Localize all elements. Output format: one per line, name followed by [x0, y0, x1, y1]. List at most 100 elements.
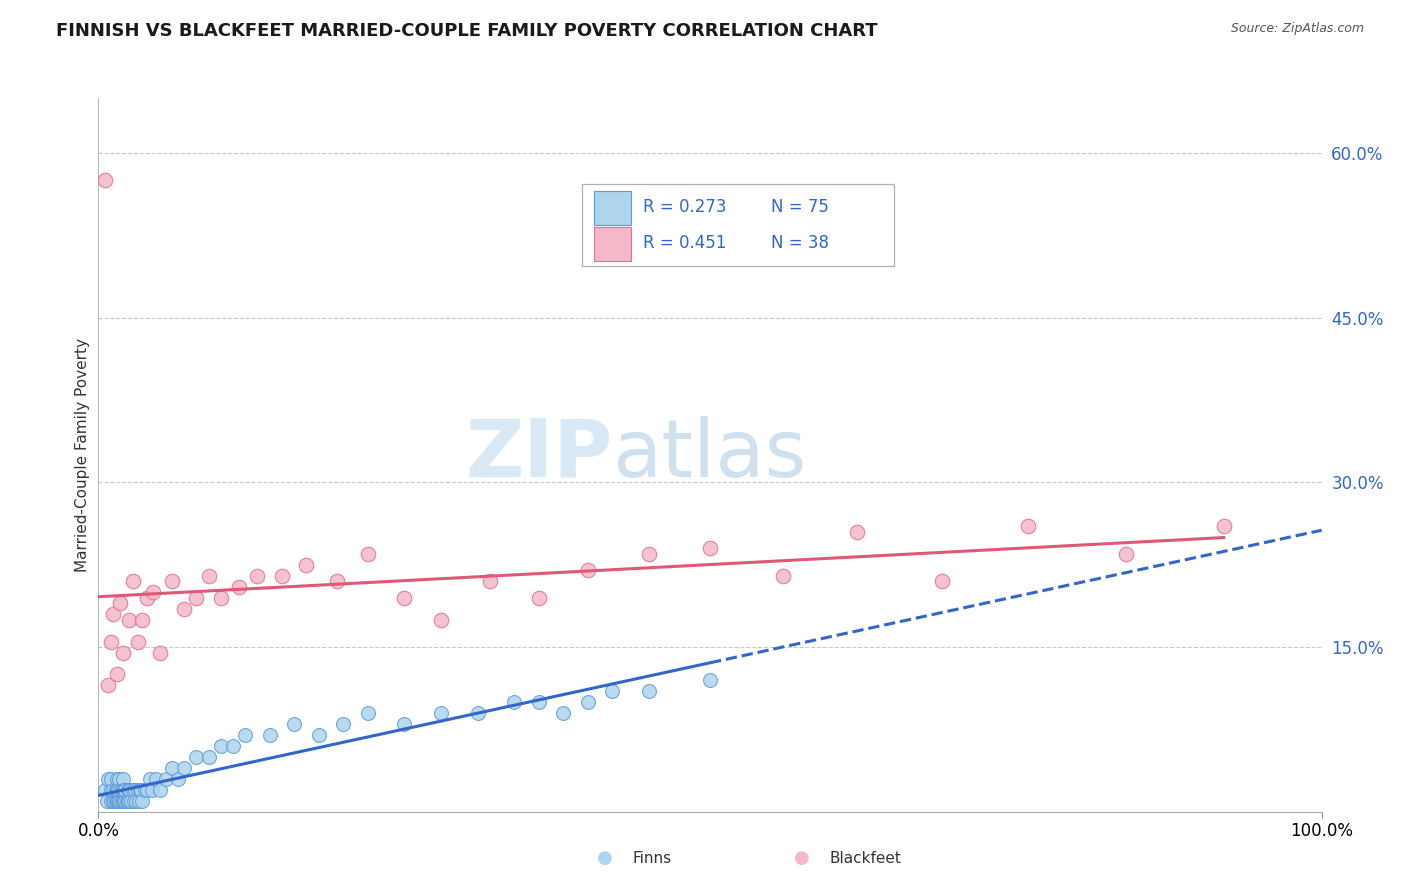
Point — [576, 695, 599, 709]
Point — [155, 772, 177, 786]
Point — [600, 684, 623, 698]
Point — [125, 794, 148, 808]
Point — [124, 782, 146, 797]
Text: atlas: atlas — [612, 416, 807, 494]
Point — [114, 782, 136, 797]
Point — [356, 706, 378, 720]
Point — [222, 739, 245, 753]
Point — [118, 794, 141, 808]
Point — [129, 782, 152, 797]
Point — [527, 695, 550, 709]
Point — [136, 591, 159, 605]
Point — [111, 782, 134, 797]
Point — [699, 673, 721, 687]
FancyBboxPatch shape — [593, 227, 630, 260]
Point — [503, 695, 526, 709]
Point — [326, 574, 349, 589]
Text: N = 38: N = 38 — [772, 234, 830, 252]
Point — [108, 772, 131, 786]
Text: ●: ● — [596, 849, 613, 867]
Point — [111, 646, 134, 660]
Point — [283, 717, 305, 731]
Point — [209, 739, 232, 753]
Point — [145, 772, 167, 786]
Point — [356, 547, 378, 561]
Point — [197, 568, 219, 582]
Point — [112, 794, 135, 808]
Point — [186, 749, 208, 764]
Point — [270, 568, 294, 582]
Point — [931, 574, 953, 589]
Point — [392, 591, 416, 605]
Point — [478, 574, 501, 589]
Point — [97, 772, 120, 786]
Point — [160, 761, 183, 775]
Point — [111, 782, 134, 797]
Point — [142, 585, 165, 599]
Point — [134, 782, 156, 797]
Point — [637, 684, 661, 698]
Point — [107, 794, 129, 808]
Point — [233, 728, 256, 742]
Point — [128, 794, 150, 808]
Point — [186, 591, 208, 605]
Text: FINNISH VS BLACKFEET MARRIED-COUPLE FAMILY POVERTY CORRELATION CHART: FINNISH VS BLACKFEET MARRIED-COUPLE FAMI… — [56, 22, 877, 40]
Point — [110, 782, 132, 797]
Point — [127, 782, 149, 797]
Point — [121, 782, 143, 797]
Point — [127, 634, 149, 648]
FancyBboxPatch shape — [582, 184, 894, 266]
Point — [160, 574, 183, 589]
Text: Blackfeet: Blackfeet — [830, 851, 901, 865]
Point — [111, 794, 134, 808]
Point — [845, 524, 868, 539]
Point — [772, 568, 794, 582]
Point — [108, 794, 131, 808]
Point — [308, 728, 330, 742]
Point — [104, 782, 127, 797]
Point — [93, 173, 115, 187]
Y-axis label: Married-Couple Family Poverty: Married-Couple Family Poverty — [75, 338, 90, 572]
Point — [553, 706, 575, 720]
Point — [129, 782, 152, 797]
Point — [259, 728, 281, 742]
Point — [149, 782, 172, 797]
Point — [228, 580, 250, 594]
Text: ZIP: ZIP — [465, 416, 612, 494]
Point — [105, 782, 128, 797]
Point — [96, 794, 118, 808]
Point — [111, 772, 134, 786]
Point — [105, 667, 128, 681]
Point — [430, 613, 453, 627]
Point — [467, 706, 489, 720]
Point — [107, 782, 129, 797]
Point — [141, 782, 163, 797]
Point — [295, 558, 318, 572]
Point — [197, 749, 219, 764]
Point — [97, 678, 120, 692]
Point — [173, 761, 195, 775]
Point — [173, 601, 195, 615]
Text: R = 0.273: R = 0.273 — [643, 198, 727, 216]
Point — [100, 782, 122, 797]
Point — [110, 596, 132, 610]
Point — [637, 547, 661, 561]
FancyBboxPatch shape — [593, 191, 630, 225]
Point — [105, 794, 128, 808]
Point — [121, 574, 143, 589]
Point — [103, 794, 125, 808]
Point — [131, 794, 153, 808]
Point — [118, 782, 141, 797]
Point — [100, 634, 122, 648]
Point — [100, 772, 122, 786]
Point — [120, 794, 142, 808]
Point — [1017, 519, 1039, 533]
Point — [114, 794, 136, 808]
Point — [117, 782, 139, 797]
Point — [576, 563, 599, 577]
Point — [209, 591, 232, 605]
Point — [105, 772, 128, 786]
Point — [332, 717, 354, 731]
Point — [167, 772, 190, 786]
Point — [131, 613, 153, 627]
